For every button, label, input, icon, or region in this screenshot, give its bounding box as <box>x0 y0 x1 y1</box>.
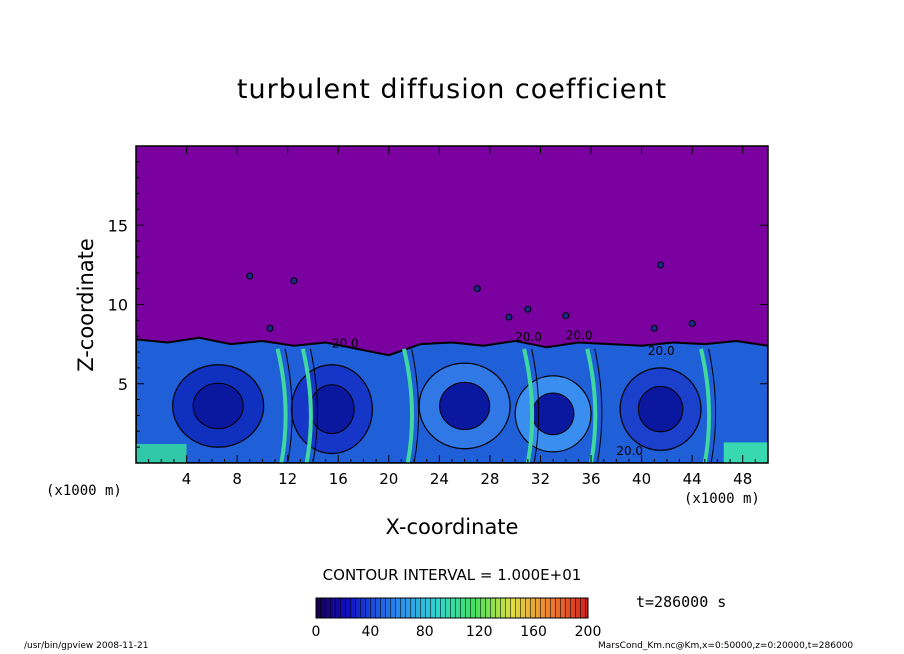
contour-label: 20.0 <box>566 328 593 342</box>
x-axis-label: X-coordinate <box>385 515 519 539</box>
contour-label: 20.0 <box>332 336 359 350</box>
colorbar-tick-label: 0 <box>312 624 321 640</box>
turbulent-patch <box>657 261 665 269</box>
cell-core <box>192 382 244 430</box>
colorbar-tick-label: 160 <box>520 624 547 640</box>
turbulent-patch <box>562 312 570 320</box>
time-label: t=286000 s <box>636 593 727 611</box>
colorbar-tick-label: 80 <box>416 624 434 640</box>
x-tick-label: 4 <box>182 470 192 488</box>
x-tick-label: 28 <box>480 470 499 488</box>
turbulent-layer: 20.0 20.0 20.0 20.0 20.0 <box>136 261 768 463</box>
surface-layer <box>136 443 187 463</box>
y-tick-label: 15 <box>108 216 128 235</box>
colorbar: 0 40 80 120 160 200 <box>312 597 602 640</box>
chart-title: turbulent diffusion coefficient <box>236 74 668 105</box>
colorbar-frame <box>315 597 589 619</box>
turbulent-patch <box>688 320 696 328</box>
y-tick-label: 10 <box>108 296 128 315</box>
y-tick-label: 5 <box>118 375 128 394</box>
thermal-plume <box>585 348 598 463</box>
thermal-plume <box>522 348 535 463</box>
turbulent-patch <box>246 272 254 280</box>
surface-layer <box>723 442 768 463</box>
plume-contour <box>309 348 318 463</box>
contour-label: 20.0 <box>648 344 675 358</box>
turbulent-patch <box>505 313 513 321</box>
cell-core <box>637 385 684 433</box>
colorbar-tick-label: 200 <box>575 624 602 640</box>
turbulent-patch <box>524 305 532 313</box>
x-tick-label: 48 <box>733 470 752 488</box>
cell-core <box>439 381 491 430</box>
x-tick-label: 36 <box>581 470 600 488</box>
turbulent-patch <box>266 324 274 332</box>
x-tick-label: 8 <box>232 470 242 488</box>
plume-contour <box>708 348 717 463</box>
x-tick-label: 44 <box>683 470 702 488</box>
x-unit-label-left: (x1000 m) <box>46 483 122 499</box>
colorbar-lines <box>316 598 588 618</box>
contour-interval: CONTOUR INTERVAL = 1.000E+01 <box>322 566 582 584</box>
x-tick-label: 24 <box>430 470 449 488</box>
x-tick-label: 12 <box>278 470 297 488</box>
colorbar-tick-label: 120 <box>466 624 493 640</box>
x-tick-label: 40 <box>632 470 651 488</box>
footer-source: MarsCond_Km.nc@Km,x=0:50000,z=0:20000,t=… <box>598 641 854 651</box>
turbulent-patch <box>290 277 298 285</box>
plume-contour <box>284 348 293 463</box>
footer-program: /usr/bin/gpview 2008-11-21 <box>24 641 149 651</box>
contour-label: 20.0 <box>616 444 643 458</box>
thermal-plume <box>275 348 288 463</box>
x-tick-label: 20 <box>379 470 398 488</box>
plume-contour <box>531 348 540 463</box>
turbulent-patch <box>473 285 481 293</box>
plume-contour <box>411 348 420 463</box>
colorbar-tick-label: 40 <box>361 624 379 640</box>
x-tick-label: 32 <box>531 470 550 488</box>
x-tick-label: 16 <box>329 470 348 488</box>
thermal-plume <box>402 348 414 463</box>
turbulent-patch <box>650 324 658 332</box>
thermal-plume <box>699 348 712 463</box>
plume-contour <box>594 348 603 463</box>
x-unit-label-right: (x1000 m) <box>684 491 760 507</box>
contour-label: 20.0 <box>515 330 542 344</box>
thermal-plume <box>300 348 313 463</box>
